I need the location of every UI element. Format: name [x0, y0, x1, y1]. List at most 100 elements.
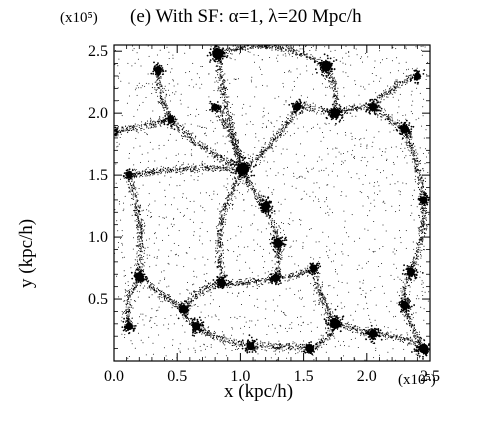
particle-point: [340, 164, 342, 165]
particle-point: [415, 119, 417, 121]
particle-point: [233, 344, 235, 346]
particle-point: [341, 251, 343, 253]
particle-point: [194, 349, 196, 351]
particle-point: [224, 92, 226, 94]
particle-point: [264, 143, 266, 145]
particle-point: [196, 298, 198, 300]
particle-point: [256, 157, 258, 159]
particle-point: [327, 339, 329, 341]
particle-point: [219, 62, 221, 64]
particle-point: [273, 224, 276, 226]
particle-point: [355, 310, 356, 312]
particle-point: [245, 113, 247, 115]
particle-point: [125, 290, 127, 292]
particle-point: [289, 122, 291, 124]
particle-point: [282, 174, 284, 176]
particle-point: [199, 295, 201, 297]
particle-point: [330, 303, 332, 305]
particle-point: [410, 215, 412, 216]
particle-point: [184, 303, 186, 304]
particle-point: [115, 182, 117, 184]
particle-point: [291, 121, 293, 123]
particle-point: [228, 50, 231, 52]
particle-point: [216, 80, 218, 82]
particle-point: [378, 185, 380, 187]
particle-point: [270, 139, 272, 141]
particle-point: [379, 112, 382, 115]
particle-point: [296, 52, 298, 54]
particle-point: [319, 257, 321, 259]
particle-point: [245, 134, 246, 136]
particle-point: [384, 151, 386, 153]
particle-point: [303, 190, 305, 192]
particle-point: [272, 231, 274, 233]
particle-point: [424, 291, 426, 293]
particle-point: [164, 204, 166, 206]
particle-point: [261, 154, 263, 156]
particle-point: [283, 183, 285, 185]
particle-point: [192, 295, 194, 298]
particle-point: [298, 50, 300, 52]
particle-point: [313, 111, 315, 113]
particle-point: [413, 343, 415, 345]
particle-point: [186, 320, 188, 322]
particle-point: [251, 170, 253, 172]
particle-point: [395, 337, 398, 339]
particle-point: [124, 275, 126, 276]
particle-point: [347, 151, 349, 153]
particle-point: [355, 108, 357, 111]
particle-point: [351, 136, 353, 138]
particle-point: [354, 324, 356, 327]
particle-point: [384, 326, 385, 328]
particle-point: [205, 332, 207, 334]
particle-point: [260, 68, 261, 70]
particle-point: [159, 116, 161, 117]
particle-point: [273, 139, 275, 141]
particle-point: [225, 93, 227, 96]
particle-point: [150, 327, 152, 329]
particle-point: [414, 340, 416, 343]
particle-point: [233, 342, 235, 344]
particle-point: [282, 249, 285, 251]
particle-point: [136, 290, 138, 292]
particle-point: [282, 345, 284, 347]
particle-point: [267, 120, 269, 122]
particle-point: [316, 160, 318, 162]
particle-point: [185, 320, 188, 322]
particle-point: [367, 196, 369, 197]
particle-point: [266, 215, 268, 217]
particle-point: [220, 68, 222, 70]
particle-point: [242, 345, 244, 347]
particle-point: [328, 85, 330, 87]
particle-point: [186, 252, 188, 254]
particle-point: [285, 50, 287, 52]
particle-point: [310, 57, 312, 59]
particle-point: [300, 289, 301, 291]
particle-point: [244, 46, 247, 48]
particle-point: [154, 322, 156, 324]
particle-point: [419, 276, 421, 278]
particle-point: [168, 298, 170, 300]
particle-point: [276, 359, 278, 361]
particle-point: [262, 147, 264, 149]
particle-point: [294, 263, 296, 265]
particle-point: [291, 111, 293, 113]
particle-point: [345, 109, 347, 112]
particle-point: [114, 64, 116, 65]
particle-point: [225, 338, 227, 340]
particle-point: [356, 110, 358, 112]
particle-point: [422, 153, 424, 154]
particle-point: [275, 49, 277, 51]
particle-point: [261, 127, 263, 129]
particle-point: [399, 130, 401, 132]
particle-point: [257, 197, 259, 200]
particle-point: [265, 170, 267, 172]
particle-point: [178, 303, 180, 305]
particle-point: [290, 212, 292, 214]
particle-point: [275, 342, 277, 345]
particle-point: [236, 280, 238, 282]
particle-point: [372, 156, 374, 158]
particle-point: [423, 137, 425, 139]
particle-point: [283, 168, 285, 170]
particle-point: [393, 263, 395, 265]
